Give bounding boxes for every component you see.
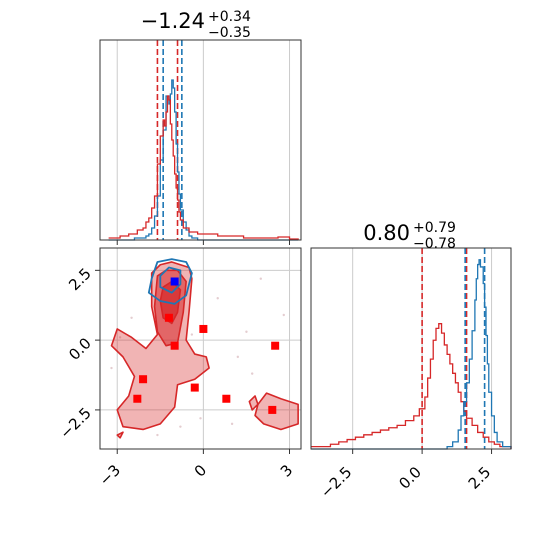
- y-tick-label: −2.5: [56, 404, 94, 442]
- scatter-point: [245, 330, 248, 333]
- x-tick-label: 2.5: [465, 463, 495, 493]
- blue-contour-inner: [159, 266, 182, 294]
- scatter-point: [230, 422, 234, 426]
- y-ticks: 2.5 0.0 −2.5: [56, 264, 100, 443]
- red-marker: [164, 313, 173, 322]
- x-tick-label: 0.0: [395, 463, 425, 493]
- scatter-point: [236, 355, 240, 359]
- red-contour-island: [116, 431, 124, 439]
- x-ticks: −3 0 3: [96, 449, 296, 489]
- red-histogram: [108, 95, 299, 240]
- panel-title: −1.24 +0.34 −0.35: [141, 9, 251, 41]
- axes-frame: [99, 247, 302, 450]
- blue-marker: [170, 277, 179, 286]
- blue-contour-outer: [147, 258, 193, 305]
- scatter-point: [190, 333, 194, 336]
- x-tick-label: 3: [277, 461, 296, 480]
- y-tick-label: 2.5: [65, 264, 95, 294]
- red-marker: [222, 394, 231, 403]
- grid-lines: [116, 40, 291, 240]
- plot-area: [311, 248, 511, 449]
- red-marker: [133, 394, 142, 403]
- plot-area: [100, 248, 301, 449]
- axes-frame: [99, 39, 302, 241]
- blue-contours: [147, 258, 193, 305]
- plot-area: [100, 40, 301, 240]
- x-tick-label: −3: [96, 461, 124, 489]
- red-contour-island: [254, 392, 299, 431]
- panel-param1-hist: −1.24 +0.34 −0.35: [99, 9, 302, 241]
- title-value: 0.80: [363, 221, 410, 245]
- red-marker: [199, 324, 208, 333]
- red-marker: [271, 341, 280, 350]
- title-plus: +0.79: [413, 220, 456, 236]
- red-contours: [110, 261, 299, 439]
- red-histogram: [311, 323, 512, 449]
- title-minus: −0.78: [413, 236, 456, 252]
- scatter-point: [199, 417, 202, 420]
- title-plus: +0.34: [208, 9, 251, 25]
- scatter-point: [130, 316, 133, 319]
- red-marker: [170, 341, 179, 350]
- red-marker: [139, 375, 148, 384]
- red-contour-island: [248, 395, 259, 411]
- red-marker: [268, 405, 277, 414]
- grid-lines: [100, 248, 301, 449]
- panel-param2-hist: −2.5 0.0 2.5 0.80 +0.79 −0.78: [310, 220, 512, 502]
- scatter-point: [282, 313, 285, 317]
- scatter-point: [259, 277, 262, 280]
- red-marker: [190, 383, 199, 392]
- panel-title: 0.80 +0.79 −0.78: [363, 220, 456, 252]
- panel-joint-2d: −3 0 3 2.5 0.0 −2.5: [56, 247, 302, 489]
- title-minus: −0.35: [208, 25, 251, 41]
- blue-histogram: [311, 259, 512, 450]
- title-value: −1.24: [141, 9, 205, 33]
- x-tick-label: −2.5: [317, 463, 355, 501]
- y-tick-label: 0.0: [65, 334, 95, 364]
- scatter-point: [110, 366, 113, 370]
- x-tick-label: 0: [191, 461, 210, 480]
- axes-frame: [310, 247, 512, 450]
- scatter-point: [216, 297, 219, 300]
- scatter-point: [118, 336, 122, 339]
- scatter-point: [179, 425, 182, 428]
- x-tick-marks: [116, 240, 291, 245]
- blue-histogram: [108, 79, 299, 241]
- point-markers: [133, 277, 280, 414]
- scatter-point: [250, 372, 254, 375]
- x-ticks: −2.5 0.0 2.5: [317, 449, 494, 502]
- scatter-point: [156, 433, 159, 437]
- scatter-points: [110, 277, 285, 437]
